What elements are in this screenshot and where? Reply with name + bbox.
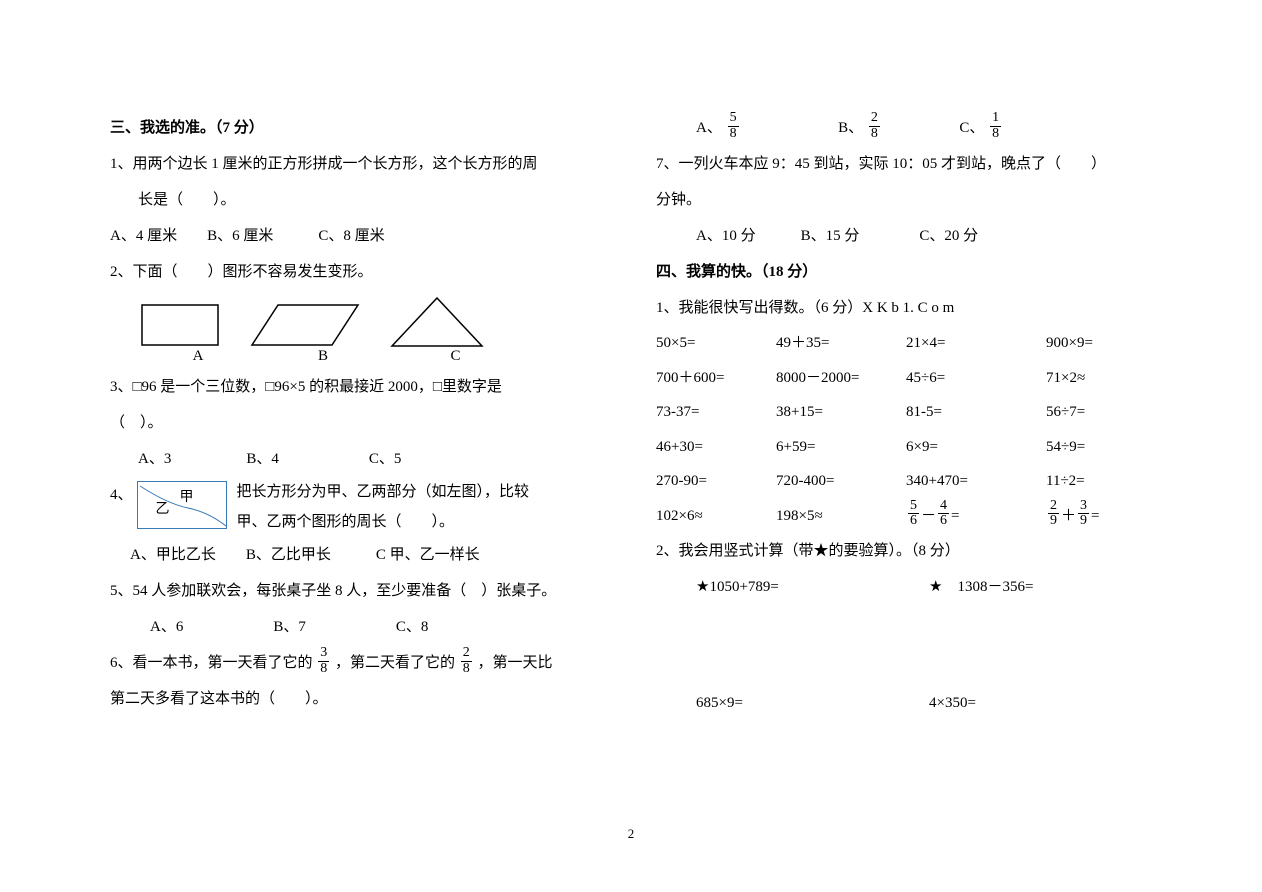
fraction-3-8: 38 [318, 646, 329, 676]
vcalc-4: 4×350= [929, 685, 1162, 721]
calc-cell: 46+30= [656, 430, 776, 465]
left-column: 三、我选的准。（7 分） 1、用两个边长 1 厘米的正方形拼成一个长方形，这个长… [110, 110, 616, 721]
q7-line2: 分钟。 [656, 182, 1162, 218]
eq: = [1091, 499, 1099, 534]
shape-label-b: B [268, 348, 378, 365]
q6-optA-label: A、 [696, 120, 722, 136]
op: ＋ [1061, 499, 1076, 534]
q6-p2: ，第二天看了它的 [335, 655, 459, 671]
right-column: A、 58 B、 28 C、 18 7、一列火车本应 9：45 到站，实际 10… [656, 110, 1162, 721]
q4-diagram: 甲 乙 [137, 481, 227, 529]
q4-row: 4、 甲 乙 把长方形分为甲、乙两部分（如左图），比较 甲、乙两个图形的周长（ … [110, 477, 616, 537]
q6-optC-label: C、 [959, 120, 984, 136]
vcalc-2: ★ 1308－356= [929, 569, 1162, 605]
q3-line1: 3、□96 是一个三位数，□96×5 的积最接近 2000，□里数字是 [110, 369, 616, 405]
q7-options: A、10 分 B、15 分 C、20 分 [656, 218, 1162, 254]
q1-line1: 1、用两个边长 1 厘米的正方形拼成一个长方形，这个长方形的周 [110, 146, 616, 182]
fraction-2-9: 29 [1048, 499, 1059, 529]
q4-prefix: 4、 [110, 477, 133, 513]
calc-cell: 340+470= [906, 464, 1046, 499]
calc-cell-frac: 29 ＋ 39 = [1046, 499, 1166, 534]
fraction-2-8: 28 [461, 646, 472, 676]
q5-options: A、6 B、7 C、8 [110, 609, 616, 645]
q4-options: A、甲比乙长 B、乙比甲长 C 甲、乙一样长 [110, 537, 616, 573]
calc-cell: 71×2≈ [1046, 361, 1166, 396]
q6-p1: 6、看一本书，第一天看了它的 [110, 655, 316, 671]
calc-cell: 11÷2= [1046, 464, 1166, 499]
calc-cell: 38+15= [776, 395, 906, 430]
calc-cell: 700＋600= [656, 361, 776, 396]
shape-label-a: A [158, 348, 238, 365]
calc-cell: 270-90= [656, 464, 776, 499]
section3-title: 三、我选的准。（7 分） [110, 110, 616, 146]
fraction-5-8: 58 [728, 111, 739, 141]
fraction-3-9: 39 [1078, 499, 1089, 529]
calc-cell: 45÷6= [906, 361, 1046, 396]
section4-title: 四、我算的快。（18 分） [656, 254, 1162, 290]
calc-cell: 56÷7= [1046, 395, 1166, 430]
s4-part1-title: 1、我能很快写出得数。（6 分）X K b 1. C o m [656, 290, 1162, 326]
fraction-5-6: 56 [908, 499, 919, 529]
q1-options: A、4 厘米 B、6 厘米 C、8 厘米 [110, 218, 616, 254]
q3-options: A、3 B、4 C、5 [110, 441, 616, 477]
calc-cell: 54÷9= [1046, 430, 1166, 465]
q4-label-yi: 乙 [156, 496, 170, 524]
fraction-4-6: 46 [938, 499, 949, 529]
parallelogram-icon [250, 303, 360, 348]
calc-cell: 49＋35= [776, 326, 906, 361]
calc-cell: 102×6≈ [656, 499, 776, 534]
q7-line1: 7、一列火车本应 9：45 到站，实际 10：05 才到站，晚点了（ ） [656, 146, 1162, 182]
calc-cell: 6×9= [906, 430, 1046, 465]
q4-label-jia: 甲 [180, 484, 194, 512]
triangle-icon [390, 296, 485, 348]
workspace [656, 605, 1162, 685]
q6-options: A、 58 B、 28 C、 18 [656, 110, 1162, 146]
q2-text: 2、下面（ ）图形不容易发生变形。 [110, 254, 616, 290]
calc-grid: 50×5= 49＋35= 21×4= 900×9= 700＋600= 8000－… [656, 326, 1162, 533]
shape-label-c: C [408, 348, 503, 365]
calc-cell: 720-400= [776, 464, 906, 499]
q4-text-l1: 把长方形分为甲、乙两部分（如左图），比较 [237, 477, 530, 507]
op: － [921, 499, 936, 534]
calc-cell: 50×5= [656, 326, 776, 361]
calc-cell: 198×5≈ [776, 499, 906, 534]
rectangle-icon [140, 303, 220, 348]
q6-optB-label: B、 [838, 120, 863, 136]
q6-line2: 第二天多看了这本书的（ ）。 [110, 681, 616, 717]
eq: = [951, 499, 959, 534]
fraction-1-8: 18 [990, 111, 1001, 141]
q4-text-l2: 甲、乙两个图形的周长（ ）。 [237, 507, 530, 537]
vcalc-1: ★1050+789= [696, 569, 929, 605]
calc-cell: 900×9= [1046, 326, 1166, 361]
q3-line2: （ ）。 [110, 405, 616, 441]
q2-shapes [110, 296, 616, 348]
s4-part2-title: 2、我会用竖式计算（带★的要验算）。（8 分） [656, 533, 1162, 569]
q6-line1: 6、看一本书，第一天看了它的 38 ，第二天看了它的 28 ，第一天比 [110, 645, 616, 681]
q1-line2: 长是（ ）。 [110, 182, 616, 218]
page-number: 2 [0, 826, 1262, 842]
calc-cell: 8000－2000= [776, 361, 906, 396]
calc-cell-frac: 56 － 46 = [906, 499, 1046, 534]
calc-cell: 81-5= [906, 395, 1046, 430]
vertical-calc-row2: 685×9= 4×350= [656, 685, 1162, 721]
vertical-calc-row1: ★1050+789= ★ 1308－356= [656, 569, 1162, 605]
q4-text: 把长方形分为甲、乙两部分（如左图），比较 甲、乙两个图形的周长（ ）。 [237, 477, 530, 537]
q2-shape-labels: A B C [110, 348, 616, 365]
q6-p3: ，第一天比 [478, 655, 553, 671]
calc-cell: 73-37= [656, 395, 776, 430]
fraction-2-8-b: 28 [869, 111, 880, 141]
q5-text: 5、54 人参加联欢会，每张桌子坐 8 人，至少要准备（ ）张桌子。 [110, 573, 616, 609]
calc-cell: 6+59= [776, 430, 906, 465]
vcalc-3: 685×9= [696, 685, 929, 721]
calc-cell: 21×4= [906, 326, 1046, 361]
